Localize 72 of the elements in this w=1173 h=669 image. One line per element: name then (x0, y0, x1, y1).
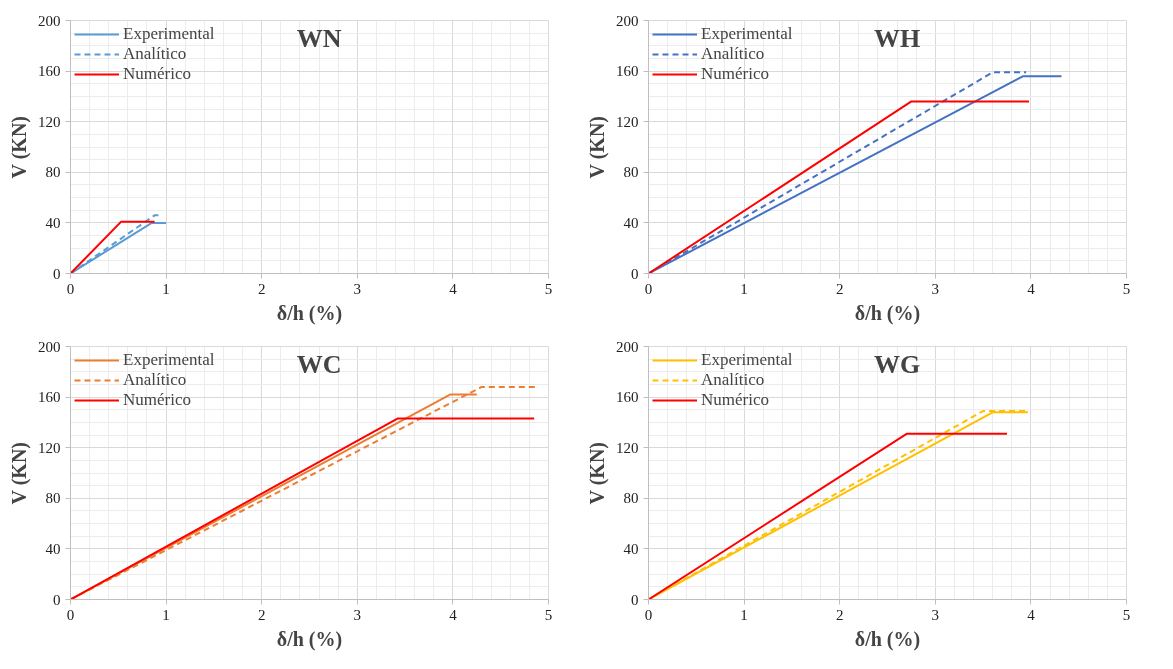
y-tick-label: 160 (616, 389, 639, 406)
x-axis-title: δ/h (%) (854, 301, 921, 325)
x-tick-label: 2 (257, 280, 266, 297)
x-tick-label: 1 (740, 280, 748, 297)
y-tick-label: 40 (623, 214, 639, 231)
chart-title: WH (873, 24, 921, 54)
y-tick-label: 200 (616, 12, 639, 29)
y-tick-label: 0 (631, 265, 639, 282)
legend-label: Experimental (701, 24, 793, 44)
x-tick-label: 5 (1122, 280, 1131, 297)
x-tick-label: 4 (449, 606, 458, 623)
legend-label: Numérico (701, 390, 769, 410)
x-axis-title: δ/h (%) (854, 627, 921, 651)
chart-title: WC (296, 350, 342, 380)
x-tick-label: 4 (449, 280, 458, 297)
y-axis-title: V (KN) (8, 441, 31, 505)
y-tick-label: 120 (616, 113, 639, 130)
y-tick-label: 0 (53, 265, 61, 282)
x-tick-label: 0 (66, 280, 75, 297)
y-axis-title: V (KN) (586, 115, 609, 179)
x-tick-label: 5 (544, 280, 553, 297)
chart-title: WN (296, 24, 342, 54)
y-tick-label: 80 (45, 490, 61, 507)
x-tick-label: 1 (162, 280, 170, 297)
legend-label: Analítico (701, 370, 765, 390)
legend-label: Analítico (701, 44, 765, 64)
legend-label: Numérico (123, 64, 191, 84)
x-tick-label: 2 (835, 280, 844, 297)
legend-label: Analítico (123, 44, 187, 64)
y-tick-label: 120 (38, 439, 61, 456)
y-tick-label: 0 (631, 591, 639, 608)
x-axis-title: δ/h (%) (276, 301, 343, 325)
x-axis-title: δ/h (%) (276, 627, 343, 651)
y-axis-title: V (KN) (586, 441, 609, 505)
x-tick-label: 5 (1122, 606, 1131, 623)
y-tick-label: 160 (616, 63, 639, 80)
x-tick-label: 2 (257, 606, 266, 623)
x-tick-label: 0 (644, 280, 653, 297)
y-tick-label: 200 (38, 12, 61, 29)
x-tick-label: 0 (644, 606, 653, 623)
y-tick-label: 120 (616, 439, 639, 456)
x-tick-label: 3 (353, 280, 362, 297)
y-tick-label: 40 (45, 540, 61, 557)
chart-title: WG (873, 350, 921, 380)
x-tick-label: 0 (66, 606, 75, 623)
legend-label: Experimental (123, 350, 215, 370)
x-tick-label: 2 (835, 606, 844, 623)
legend-label: Numérico (123, 390, 191, 410)
y-tick-label: 80 (623, 164, 639, 181)
y-tick-label: 0 (53, 591, 61, 608)
y-tick-label: 40 (623, 540, 639, 557)
legend-label: Analítico (123, 370, 187, 390)
legend-label: Numérico (701, 64, 769, 84)
y-tick-label: 80 (45, 164, 61, 181)
y-tick-label: 160 (38, 389, 61, 406)
y-axis-title: V (KN) (8, 115, 31, 179)
legend-label: Experimental (123, 24, 215, 44)
y-tick-label: 40 (45, 214, 61, 231)
legend-label: Experimental (701, 350, 793, 370)
x-tick-label: 1 (740, 606, 748, 623)
y-tick-label: 200 (616, 338, 639, 355)
y-tick-label: 160 (38, 63, 61, 80)
x-tick-label: 5 (544, 606, 553, 623)
x-tick-label: 1 (162, 606, 170, 623)
x-tick-label: 3 (931, 280, 940, 297)
x-tick-label: 4 (1027, 606, 1036, 623)
x-tick-label: 3 (353, 606, 362, 623)
y-tick-label: 120 (38, 113, 61, 130)
y-tick-label: 80 (623, 490, 639, 507)
x-tick-label: 4 (1027, 280, 1036, 297)
y-tick-label: 200 (38, 338, 61, 355)
x-tick-label: 3 (931, 606, 940, 623)
